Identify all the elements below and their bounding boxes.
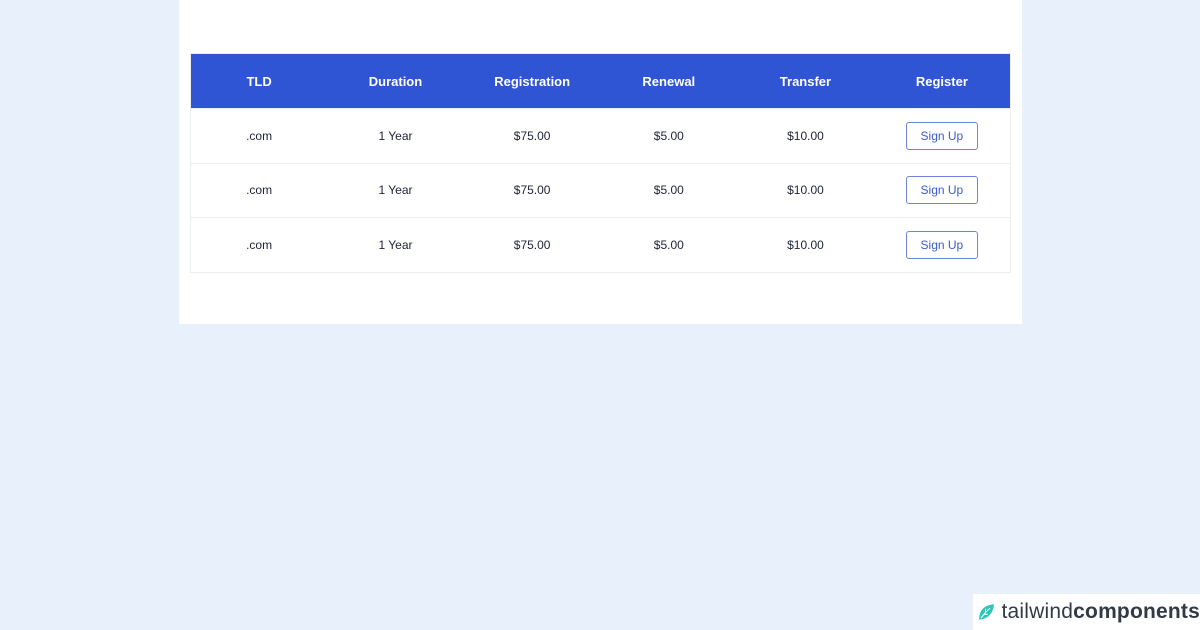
logo-text: tailwindcomponents (1002, 600, 1200, 624)
cell-duration: 1 Year (378, 183, 413, 198)
table-header-row: TLD Duration Registration Renewal Transf… (190, 53, 1011, 109)
cell-tld: .com (246, 128, 273, 143)
cell-renewal: $5.00 (653, 237, 684, 252)
domain-pricing-table: TLD Duration Registration Renewal Transf… (190, 53, 1011, 273)
cell-transfer: $10.00 (787, 183, 824, 198)
cell-tld: .com (246, 183, 273, 198)
table-row: .com 1 Year $75.00 $5.00 $10.00 Sign Up (190, 108, 1011, 164)
header-register: Register (915, 73, 968, 89)
cell-duration: 1 Year (378, 128, 413, 143)
tailwindcomponents-logo[interactable]: tailwindcomponents (973, 594, 1200, 630)
cell-register: Sign Up (874, 163, 1011, 218)
header-registration: Registration (494, 73, 571, 89)
sign-up-button[interactable]: Sign Up (905, 230, 978, 259)
header-renewal: Renewal (642, 73, 696, 89)
logo-text-bold: components (1073, 600, 1200, 623)
table-row: .com 1 Year $75.00 $5.00 $10.00 Sign Up (190, 163, 1011, 218)
header-tld: TLD (246, 73, 272, 89)
cell-renewal: $5.00 (653, 183, 684, 198)
header-transfer: Transfer (779, 73, 832, 89)
cell-registration: $75.00 (513, 128, 551, 143)
cell-register: Sign Up (874, 218, 1011, 273)
cell-register: Sign Up (874, 109, 1011, 164)
cell-duration: 1 Year (378, 237, 413, 252)
table-row: .com 1 Year $75.00 $5.00 $10.00 Sign Up (190, 217, 1011, 273)
logo-text-light: tailwind (1001, 600, 1074, 623)
sign-up-button[interactable]: Sign Up (905, 176, 978, 205)
cell-renewal: $5.00 (653, 128, 684, 143)
cell-transfer: $10.00 (787, 128, 824, 143)
cell-tld: .com (246, 237, 273, 252)
cell-transfer: $10.00 (787, 237, 824, 252)
cell-registration: $75.00 (513, 183, 551, 198)
pricing-card: TLD Duration Registration Renewal Transf… (179, 0, 1022, 324)
sign-up-button[interactable]: Sign Up (905, 121, 978, 150)
leaf-icon (979, 604, 994, 620)
header-duration: Duration (368, 73, 423, 89)
cell-registration: $75.00 (513, 237, 551, 252)
